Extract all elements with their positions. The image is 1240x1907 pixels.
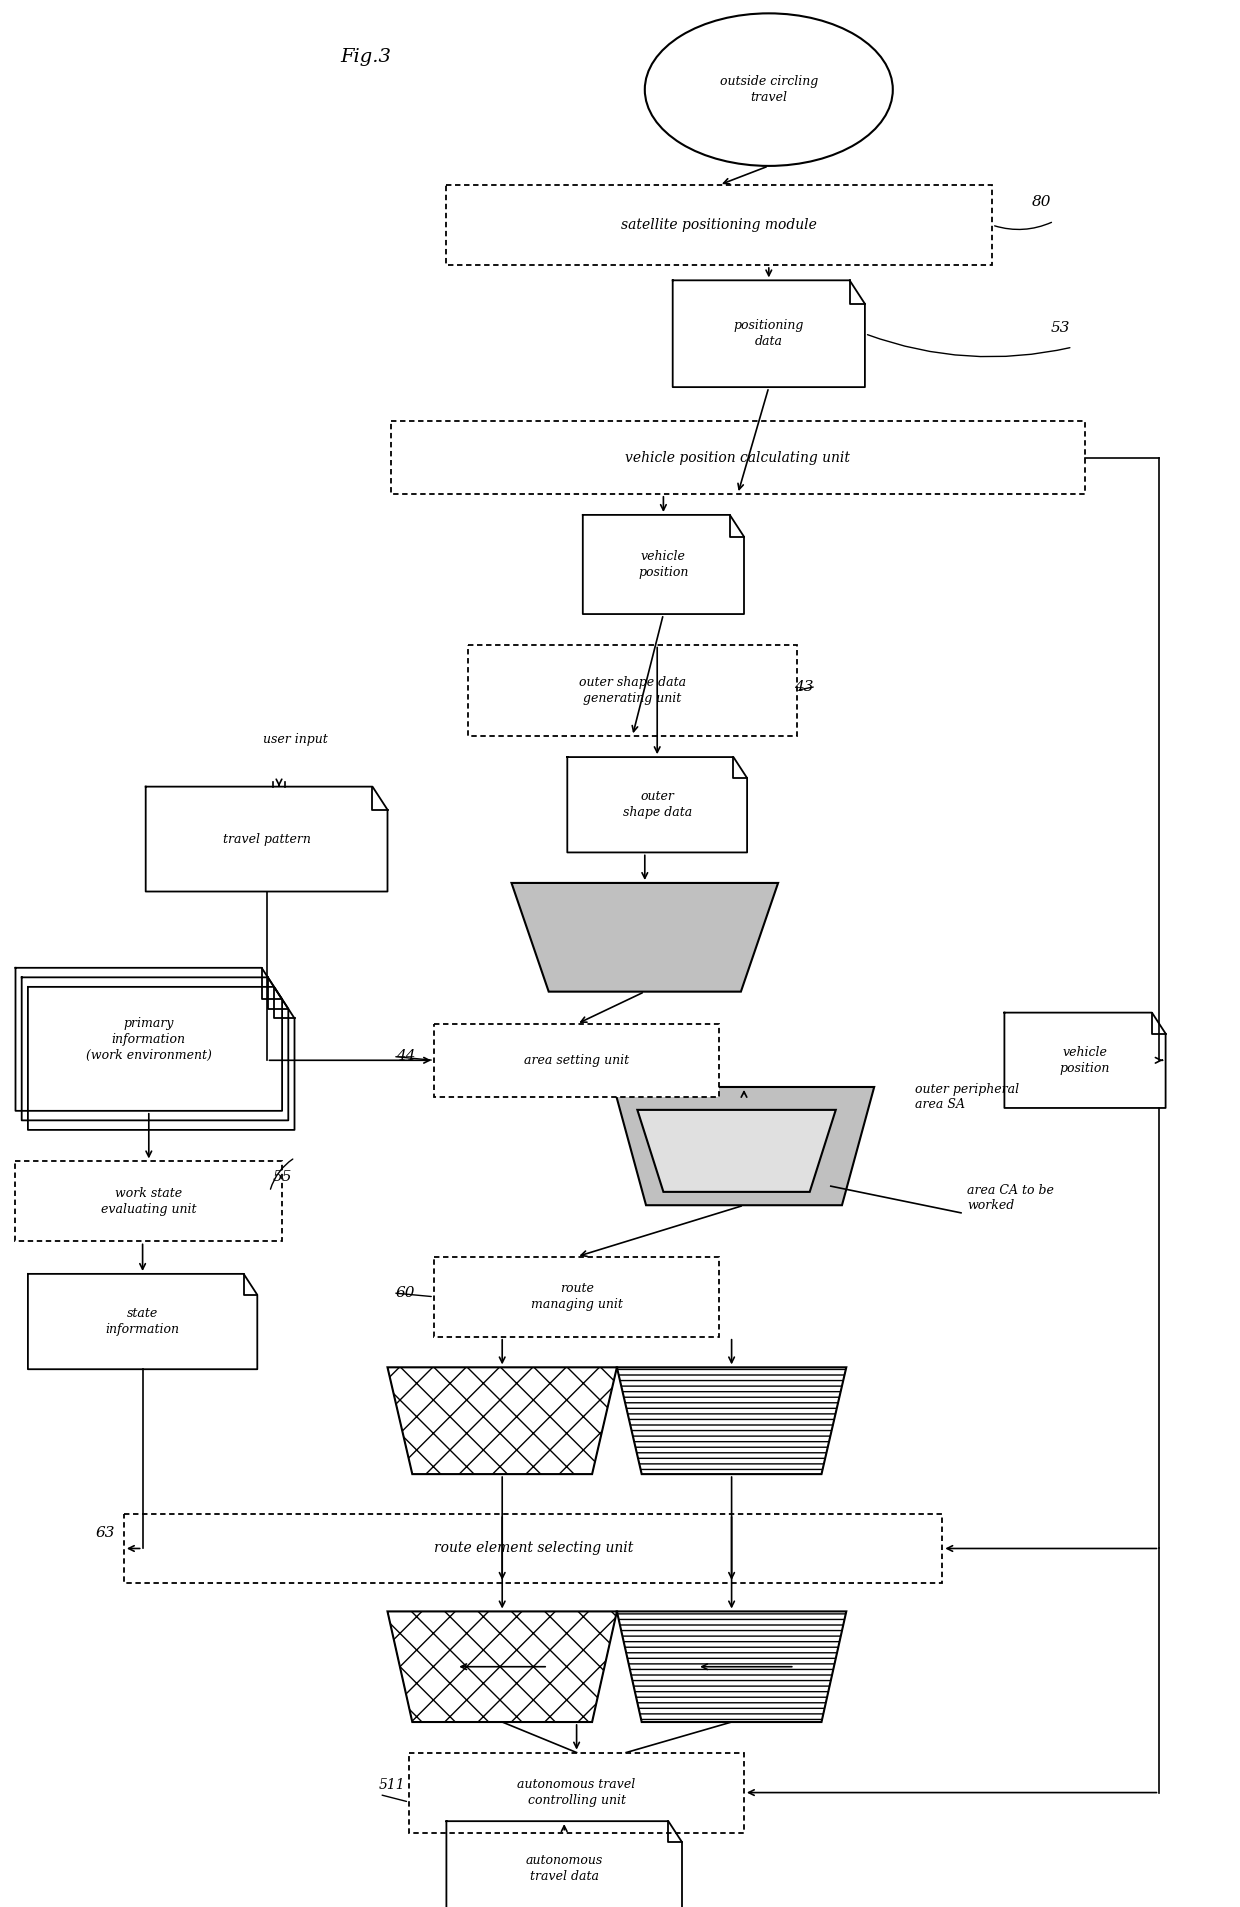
Polygon shape [583,515,744,614]
Text: outer
shape data: outer shape data [622,789,692,820]
Text: Fig.3: Fig.3 [340,48,392,67]
Text: outer peripheral
area SA: outer peripheral area SA [915,1083,1019,1110]
Bar [446,185,992,265]
Text: vehicle
position: vehicle position [1060,1045,1110,1076]
Text: 511: 511 [378,1777,405,1793]
Polygon shape [146,786,387,892]
Polygon shape [15,969,281,1110]
Polygon shape [618,1611,846,1722]
Polygon shape [568,757,746,852]
Text: area CA to be
worked: area CA to be worked [967,1184,1054,1211]
Text: travel pattern: travel pattern [223,833,310,845]
Bar [469,645,797,736]
Text: vehicle
position: vehicle position [639,549,688,580]
Polygon shape [512,883,779,992]
Text: 80: 80 [1032,195,1052,210]
Text: primary
information
(work environment): primary information (work environment) [86,1016,212,1062]
Text: satellite positioning module: satellite positioning module [621,217,817,233]
Text: outer shape data
generating unit: outer shape data generating unit [579,675,686,706]
Bar [434,1024,719,1097]
Text: outside circling
travel: outside circling travel [719,74,818,105]
Polygon shape [387,1611,618,1722]
Text: 44: 44 [396,1049,415,1064]
Polygon shape [614,1087,874,1205]
Polygon shape [618,1367,846,1474]
Text: user input: user input [263,734,327,746]
Text: area setting unit: area setting unit [525,1055,629,1066]
Bar [391,421,1085,494]
Text: route element selecting unit: route element selecting unit [434,1541,632,1556]
Text: work state
evaluating unit: work state evaluating unit [100,1186,197,1217]
Polygon shape [21,978,288,1119]
Text: autonomous travel
controlling unit: autonomous travel controlling unit [517,1777,636,1808]
Polygon shape [27,988,295,1129]
Text: 43: 43 [794,679,813,694]
Text: state
information: state information [105,1306,180,1337]
Polygon shape [387,1367,618,1474]
Polygon shape [672,280,866,387]
Text: 63: 63 [95,1526,115,1541]
Text: route
managing unit: route managing unit [531,1282,622,1312]
Polygon shape [446,1821,682,1907]
Text: vehicle position calculating unit: vehicle position calculating unit [625,450,851,465]
Polygon shape [29,1274,258,1369]
Bar [15,1161,281,1241]
Text: 53: 53 [1050,320,1070,336]
Polygon shape [1004,1013,1166,1108]
Bar [124,1514,942,1583]
Text: 55: 55 [273,1169,293,1184]
Text: positioning
data: positioning data [734,318,804,349]
Text: 60: 60 [396,1285,415,1301]
Bar [434,1257,719,1337]
Text: autonomous
travel data: autonomous travel data [526,1854,603,1884]
Bar [409,1753,744,1833]
Polygon shape [637,1110,836,1192]
